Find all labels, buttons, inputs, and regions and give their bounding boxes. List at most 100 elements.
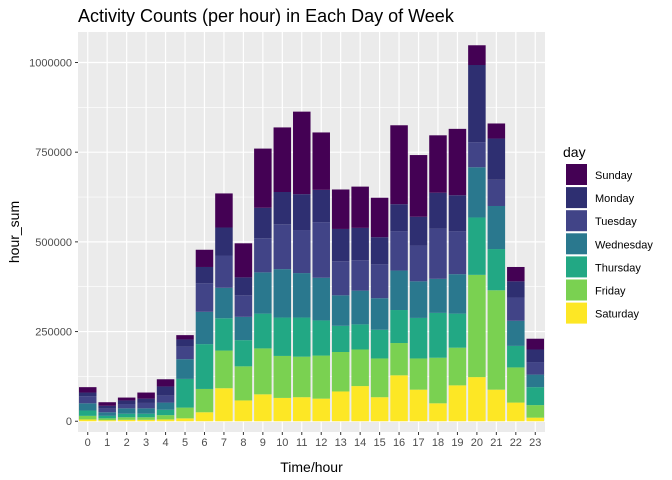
y-axis: 0 250000 500000 750000 1000000: [29, 57, 78, 428]
bar-saturday-hour-7: [215, 388, 233, 422]
bar-tuesday-hour-15: [370, 264, 389, 299]
bar-thursday-hour-22: [507, 345, 525, 368]
x-tick-label: 5: [182, 437, 188, 449]
x-tick-label: 18: [432, 437, 444, 449]
bar-monday-hour-8: [234, 277, 253, 296]
x-tick-label: 11: [296, 437, 307, 449]
bar-friday-hour-22: [507, 367, 525, 403]
bar-friday-hour-14: [351, 349, 369, 387]
legend-key-monday: [566, 187, 587, 209]
bar-friday-hour-15: [370, 358, 389, 398]
bar-friday-hour-8: [234, 366, 253, 401]
bar-thursday-hour-8: [234, 340, 253, 367]
x-tick-label: 2: [124, 437, 130, 449]
bar-stack-hour-13: [331, 189, 350, 422]
bar-stack-hour-7: [215, 193, 233, 422]
bar-sunday-hour-0: [78, 387, 97, 393]
bar-monday-hour-23: [526, 349, 545, 363]
x-tick-label: 9: [260, 437, 266, 449]
bar-saturday-hour-15: [370, 397, 389, 422]
bar-stack-hour-12: [312, 132, 330, 422]
bar-thursday-hour-11: [293, 317, 311, 357]
bar-monday-hour-10: [273, 192, 292, 225]
bar-sunday-hour-12: [312, 132, 330, 190]
bar-friday-hour-12: [312, 355, 330, 399]
bar-tuesday-hour-19: [448, 231, 467, 275]
bar-saturday-hour-22: [507, 402, 525, 422]
bar-sunday-hour-16: [390, 125, 408, 205]
bar-saturday-hour-1: [98, 420, 116, 422]
bar-saturday-hour-11: [293, 397, 311, 422]
x-tick-label: 16: [393, 437, 405, 449]
bar-sunday-hour-8: [234, 243, 253, 278]
bar-thursday-hour-0: [78, 410, 97, 416]
bar-thursday-hour-14: [351, 324, 369, 350]
bar-friday-hour-2: [117, 417, 136, 420]
bar-wednesday-hour-2: [117, 408, 136, 414]
bar-tuesday-hour-10: [273, 224, 292, 270]
bar-thursday-hour-13: [331, 325, 350, 352]
bar-monday-hour-14: [351, 227, 369, 261]
bar-saturday-hour-17: [409, 389, 428, 422]
bar-monday-hour-11: [293, 194, 311, 231]
bar-wednesday-hour-5: [176, 359, 194, 379]
bar-tuesday-hour-12: [312, 222, 330, 278]
bar-thursday-hour-9: [254, 313, 272, 349]
x-tick-label: 14: [354, 437, 366, 449]
x-tick-label: 15: [373, 437, 385, 449]
bar-stack-hour-10: [273, 127, 292, 422]
x-axis-title: Time/hour: [280, 459, 343, 475]
bar-wednesday-hour-3: [137, 408, 155, 414]
bar-stack-hour-11: [293, 111, 311, 422]
bar-wednesday-hour-20: [468, 167, 486, 218]
x-tick-label: 22: [510, 437, 522, 449]
bar-friday-hour-17: [409, 358, 428, 390]
x-tick-label: 23: [529, 437, 541, 449]
bar-stack-hour-8: [234, 243, 253, 422]
bar-monday-hour-22: [507, 281, 525, 298]
bar-saturday-hour-10: [273, 397, 292, 422]
bar-sunday-hour-3: [137, 392, 155, 399]
bar-monday-hour-17: [409, 216, 428, 246]
x-tick-label: 3: [143, 437, 149, 449]
chart-title: Activity Counts (per hour) in Each Day o…: [78, 6, 455, 26]
bar-stack-hour-6: [195, 249, 214, 422]
x-tick-label: 7: [221, 437, 227, 449]
legend-label-monday: Monday: [595, 193, 635, 205]
x-tick-label: 13: [335, 437, 347, 449]
bar-wednesday-hour-16: [390, 270, 408, 311]
bar-sunday-hour-6: [195, 249, 214, 267]
x-tick-label: 1: [104, 437, 110, 449]
bar-wednesday-hour-4: [156, 402, 175, 410]
bar-stack-hour-19: [448, 128, 467, 422]
bar-tuesday-hour-9: [254, 238, 272, 273]
bar-monday-hour-12: [312, 189, 330, 223]
x-tick-label: 8: [240, 437, 246, 449]
bar-tuesday-hour-7: [215, 255, 233, 288]
bar-friday-hour-9: [254, 348, 272, 395]
bar-monday-hour-6: [195, 266, 214, 284]
bar-monday-hour-0: [78, 392, 97, 397]
bar-tuesday-hour-3: [137, 402, 155, 409]
legend-key-wednesday: [566, 233, 587, 255]
bar-wednesday-hour-12: [312, 277, 330, 321]
bar-thursday-hour-17: [409, 317, 428, 359]
bar-friday-hour-23: [526, 405, 545, 418]
bar-friday-hour-7: [215, 350, 233, 389]
bar-wednesday-hour-21: [487, 205, 506, 250]
bar-sunday-hour-7: [215, 193, 233, 228]
bar-monday-hour-16: [390, 204, 408, 232]
bar-tuesday-hour-14: [351, 260, 369, 291]
legend-key-tuesday: [566, 210, 587, 232]
bar-saturday-hour-21: [487, 389, 506, 422]
minor-gridlines: [78, 107, 545, 377]
x-tick-label: 4: [163, 437, 169, 449]
bar-tuesday-hour-1: [98, 408, 116, 413]
bar-thursday-hour-6: [195, 344, 214, 389]
bar-monday-hour-9: [254, 207, 272, 239]
legend: day Sunday Monday Tuesday Wednesday Thursday…: [563, 144, 653, 324]
bar-sunday-hour-17: [409, 155, 428, 217]
bar-sunday-hour-1: [98, 402, 116, 406]
bar-saturday-hour-14: [351, 386, 369, 422]
